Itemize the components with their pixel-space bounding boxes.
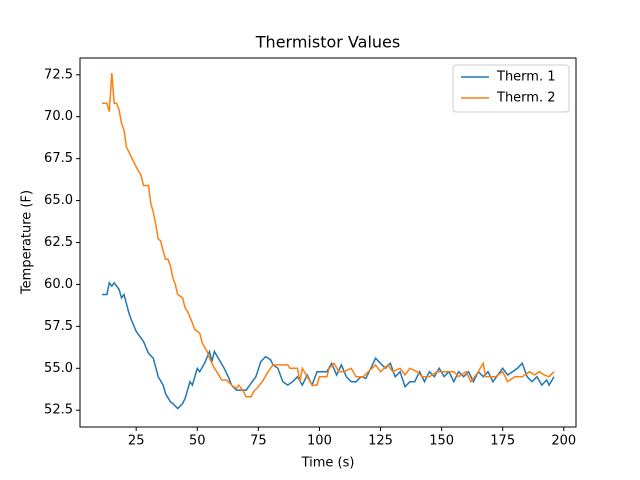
y-tick-label: 60.0 [44,277,73,292]
x-tick-label: 50 [189,434,206,449]
x-tick-label: 100 [307,434,332,449]
y-tick-label: 70.0 [44,109,73,124]
y-tick-label: 72.5 [44,67,73,82]
chart-title: Thermistor Values [255,33,400,52]
y-tick-label: 62.5 [44,235,73,250]
legend-label: Therm. 1 [496,70,556,85]
x-tick-label: 175 [490,434,515,449]
x-tick-label: 25 [128,434,145,449]
data-line [102,73,555,398]
x-tick-label: 75 [250,434,267,449]
y-axis-label: Temperature (F) [20,190,35,295]
x-tick-label: 125 [368,434,393,449]
y-tick-label: 57.5 [44,319,73,334]
y-tick-label: 65.0 [44,193,73,208]
y-tick-label: 55.0 [44,361,73,376]
x-tick-label: 150 [429,434,454,449]
x-axis-label: Time (s) [301,456,355,471]
y-tick-label: 52.5 [44,403,73,418]
legend-label: Therm. 2 [496,91,556,106]
plot-frame [79,57,577,428]
y-tick-label: 67.5 [44,151,73,166]
x-tick-label: 200 [551,434,576,449]
